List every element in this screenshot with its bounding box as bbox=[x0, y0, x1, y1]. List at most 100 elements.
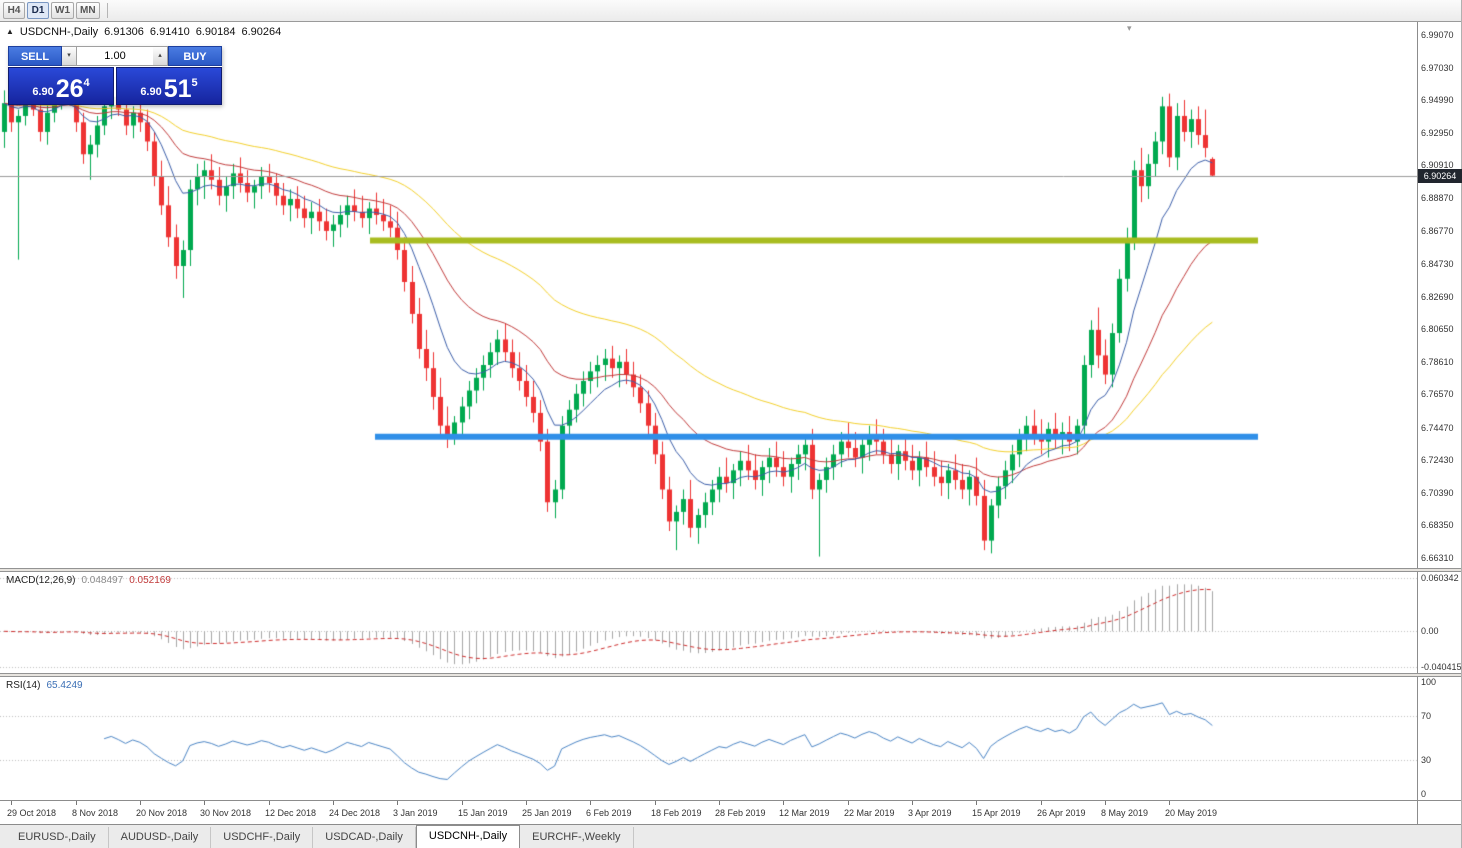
main-chart: ▲ USDCNH-,Daily 6.91306 6.91410 6.90184 … bbox=[0, 22, 1418, 568]
date-tick bbox=[140, 801, 141, 805]
macd-value-main: 0.048497 bbox=[81, 575, 124, 586]
buy-price-sup: 5 bbox=[191, 77, 198, 89]
sell-price-sup: 4 bbox=[83, 77, 90, 89]
date-tick bbox=[655, 801, 656, 805]
ohlc-close: 6.90264 bbox=[241, 26, 282, 38]
date-tick bbox=[590, 801, 591, 805]
timeframe-buttons: H4 D1 W1 MN bbox=[3, 2, 102, 19]
buy-button[interactable]: BUY bbox=[168, 46, 222, 66]
macd-value-signal: 0.052169 bbox=[129, 575, 171, 586]
sell-price-display[interactable]: 6.90 26 4 bbox=[8, 67, 114, 105]
panel-divider[interactable] bbox=[0, 673, 1461, 677]
price-axis-label: 6.92950 bbox=[1421, 127, 1454, 138]
timeframe-button-mn[interactable]: MN bbox=[76, 2, 100, 19]
tab-usdcad-daily[interactable]: USDCAD-,Daily bbox=[313, 827, 416, 848]
price-axis-label: 6.82690 bbox=[1421, 291, 1454, 302]
timeframe-button-d1[interactable]: D1 bbox=[27, 2, 49, 19]
date-label: 24 Dec 2018 bbox=[329, 808, 381, 818]
price-axis[interactable]: 6.90264 6.99070 6.97030 6.94990 6.92950 6.90… bbox=[1417, 22, 1462, 568]
date-tick bbox=[848, 801, 849, 805]
volume-input[interactable] bbox=[77, 46, 153, 66]
chart-shift-marker-icon: ▾ bbox=[1127, 23, 1132, 33]
volume-decrease-button[interactable]: ▾ bbox=[62, 46, 77, 66]
date-tick bbox=[462, 801, 463, 805]
date-label: 26 Apr 2019 bbox=[1037, 808, 1086, 818]
date-label: 22 Mar 2019 bbox=[844, 808, 895, 818]
chart-symbol-period: USDCNH-,Daily bbox=[19, 26, 99, 38]
timeframe-toolbar: H4 D1 W1 MN bbox=[0, 0, 1461, 22]
macd-name: MACD(12,26,9) bbox=[6, 575, 76, 586]
date-tick bbox=[783, 801, 784, 805]
date-tick bbox=[76, 801, 77, 805]
date-label: 12 Mar 2019 bbox=[779, 808, 830, 818]
price-axis-label: 6.76570 bbox=[1421, 389, 1454, 400]
date-label: 8 May 2019 bbox=[1101, 808, 1149, 818]
date-label: 3 Jan 2019 bbox=[393, 808, 438, 818]
current-price-tag: 6.90264 bbox=[1418, 168, 1462, 183]
date-label: 8 Nov 2018 bbox=[72, 808, 119, 818]
date-label: 20 May 2019 bbox=[1165, 808, 1218, 818]
date-tick bbox=[976, 801, 977, 805]
timeframe-button-h4[interactable]: H4 bbox=[3, 2, 25, 19]
axis-corner bbox=[1417, 800, 1461, 824]
price-axis-label: 6.74470 bbox=[1421, 422, 1454, 433]
time-axis-row: 29 Oct 2018 8 Nov 2018 20 Nov 2018 30 Nov 2… bbox=[0, 800, 1461, 824]
main-chart-row: ▲ USDCNH-,Daily 6.91306 6.91410 6.90184 … bbox=[0, 22, 1462, 568]
rsi-name: RSI(14) bbox=[6, 680, 41, 691]
price-axis-label: 6.80650 bbox=[1421, 324, 1454, 335]
date-label: 28 Feb 2019 bbox=[715, 808, 766, 818]
tab-audusd-daily[interactable]: AUDUSD-,Daily bbox=[109, 827, 212, 848]
buy-price-base: 6.90 bbox=[140, 86, 162, 98]
time-axis[interactable]: 29 Oct 2018 8 Nov 2018 20 Nov 2018 30 Nov 2… bbox=[0, 800, 1418, 824]
rsi-axis[interactable]: 100 70 30 0 bbox=[1417, 677, 1461, 800]
toolbar-separator bbox=[106, 3, 108, 18]
timeframe-button-w1[interactable]: W1 bbox=[51, 2, 74, 19]
sell-price-big: 26 bbox=[55, 75, 84, 103]
date-label: 25 Jan 2019 bbox=[522, 808, 572, 818]
macd-axis-label: -0.040415 bbox=[1421, 662, 1462, 672]
panel-divider[interactable] bbox=[0, 568, 1461, 572]
date-tick bbox=[912, 801, 913, 805]
rsi-chart-canvas[interactable] bbox=[0, 677, 1418, 800]
chart-tab-bar: EURUSD-,Daily AUDUSD-,Daily USDCHF-,Daily U… bbox=[0, 824, 1461, 848]
one-click-panel-toggle-icon[interactable]: ▲ bbox=[6, 27, 14, 36]
date-tick bbox=[397, 801, 398, 805]
buy-price-display[interactable]: 6.90 51 5 bbox=[116, 67, 222, 105]
date-tick bbox=[1041, 801, 1042, 805]
date-tick bbox=[333, 801, 334, 805]
price-axis-label: 6.84730 bbox=[1421, 258, 1454, 269]
price-axis-label: 6.72430 bbox=[1421, 455, 1454, 466]
macd-axis-label: 0.00 bbox=[1421, 626, 1439, 637]
price-axis-label: 6.86770 bbox=[1421, 226, 1454, 237]
date-label: 6 Feb 2019 bbox=[586, 808, 632, 818]
tab-eurchf-weekly[interactable]: EURCHF-,Weekly bbox=[520, 827, 634, 848]
tab-usdcnh-daily[interactable]: USDCNH-,Daily bbox=[415, 825, 521, 848]
macd-axis-label: 0.060342 bbox=[1421, 573, 1459, 583]
tab-usdchf-daily[interactable]: USDCHF-,Daily bbox=[211, 827, 314, 848]
buy-price-big: 51 bbox=[163, 75, 192, 103]
macd-row: MACD(12,26,9) 0.048497 0.052169 0.060342… bbox=[0, 572, 1462, 673]
rsi-label-row: RSI(14) 65.4249 bbox=[6, 680, 83, 691]
sell-button[interactable]: SELL bbox=[8, 46, 62, 66]
ohlc-low: 6.90184 bbox=[195, 26, 236, 38]
date-label: 18 Feb 2019 bbox=[651, 808, 702, 818]
volume-increase-button[interactable]: ▴ bbox=[153, 46, 168, 66]
macd-label-row: MACD(12,26,9) 0.048497 0.052169 bbox=[6, 575, 171, 586]
ohlc-open: 6.91306 bbox=[104, 26, 144, 38]
price-axis-label: 6.94990 bbox=[1421, 95, 1454, 106]
price-axis-label: 6.70390 bbox=[1421, 487, 1454, 498]
candlestick-chart-canvas[interactable] bbox=[0, 22, 1418, 568]
price-axis-label: 6.78610 bbox=[1421, 356, 1454, 367]
macd-chart-canvas[interactable] bbox=[0, 572, 1418, 673]
rsi-axis-label: 0 bbox=[1421, 789, 1427, 799]
rsi-axis-label: 100 bbox=[1421, 677, 1437, 687]
date-label: 20 Nov 2018 bbox=[136, 808, 188, 818]
chart-title: ▲ USDCNH-,Daily 6.91306 6.91410 6.90184 … bbox=[6, 26, 281, 38]
tab-eurusd-daily[interactable]: EURUSD-,Daily bbox=[6, 827, 109, 848]
macd-axis[interactable]: 0.060342 0.00 -0.040415 bbox=[1417, 572, 1462, 673]
date-label: 15 Jan 2019 bbox=[458, 808, 508, 818]
date-label: 12 Dec 2018 bbox=[265, 808, 317, 818]
date-tick bbox=[269, 801, 270, 805]
ohlc-high: 6.91410 bbox=[149, 26, 190, 38]
date-tick bbox=[526, 801, 527, 805]
